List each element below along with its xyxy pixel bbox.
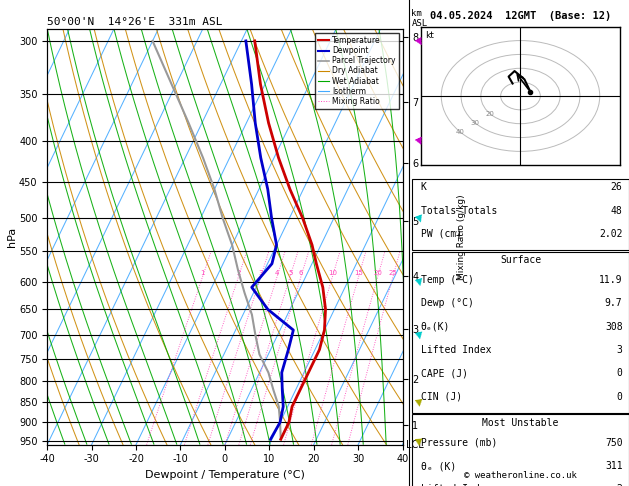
Text: 2.02: 2.02 xyxy=(599,229,623,239)
Text: ▶: ▶ xyxy=(413,213,425,224)
Text: θₑ (K): θₑ (K) xyxy=(421,461,456,471)
Bar xyxy=(412,415,629,486)
Text: Lifted Index: Lifted Index xyxy=(421,485,491,486)
Text: 0: 0 xyxy=(616,368,623,378)
Text: 26: 26 xyxy=(611,182,623,192)
X-axis label: Dewpoint / Temperature (°C): Dewpoint / Temperature (°C) xyxy=(145,470,305,480)
Text: 6: 6 xyxy=(299,270,303,276)
Text: K: K xyxy=(421,182,426,192)
Text: PW (cm): PW (cm) xyxy=(421,229,462,239)
Text: 3: 3 xyxy=(259,270,264,276)
Text: 2: 2 xyxy=(616,485,623,486)
Text: ▶: ▶ xyxy=(413,398,424,407)
Text: © weatheronline.co.uk: © weatheronline.co.uk xyxy=(464,471,577,480)
Text: 0: 0 xyxy=(616,392,623,401)
Text: ▶: ▶ xyxy=(413,277,425,286)
Text: CAPE (J): CAPE (J) xyxy=(421,368,468,378)
Text: 311: 311 xyxy=(605,461,623,471)
Text: 48: 48 xyxy=(611,206,623,216)
Text: θₑ(K): θₑ(K) xyxy=(421,322,450,331)
Text: Lifted Index: Lifted Index xyxy=(421,345,491,355)
Text: ▶: ▶ xyxy=(413,135,425,146)
Text: LCL: LCL xyxy=(406,440,424,450)
Text: 9.7: 9.7 xyxy=(605,298,623,308)
Text: km
ASL: km ASL xyxy=(411,9,428,28)
Text: Dewp (°C): Dewp (°C) xyxy=(421,298,474,308)
Text: Totals Totals: Totals Totals xyxy=(421,206,497,216)
Text: ▶: ▶ xyxy=(413,35,426,47)
Text: 20: 20 xyxy=(374,270,382,276)
Text: 30: 30 xyxy=(470,120,479,126)
Text: Pressure (mb): Pressure (mb) xyxy=(421,438,497,448)
Text: 750: 750 xyxy=(605,438,623,448)
Text: CIN (J): CIN (J) xyxy=(421,392,462,401)
Y-axis label: hPa: hPa xyxy=(8,227,18,247)
Text: 1: 1 xyxy=(201,270,205,276)
Text: kt: kt xyxy=(425,31,434,40)
Text: 5: 5 xyxy=(288,270,292,276)
Text: Most Unstable: Most Unstable xyxy=(482,418,559,428)
Y-axis label: Mixing Ratio (g/kg): Mixing Ratio (g/kg) xyxy=(457,194,467,280)
Text: 308: 308 xyxy=(605,322,623,331)
Text: 20: 20 xyxy=(486,111,494,117)
Text: 40: 40 xyxy=(455,129,464,135)
Text: 25: 25 xyxy=(389,270,398,276)
Bar xyxy=(412,252,629,413)
Text: 4: 4 xyxy=(275,270,279,276)
Text: 11.9: 11.9 xyxy=(599,275,623,285)
Bar xyxy=(412,179,629,250)
Text: 3: 3 xyxy=(616,345,623,355)
Text: 50°00'N  14°26'E  331m ASL: 50°00'N 14°26'E 331m ASL xyxy=(47,17,223,27)
Text: 2: 2 xyxy=(237,270,241,276)
Text: 15: 15 xyxy=(355,270,364,276)
Text: Temp (°C): Temp (°C) xyxy=(421,275,474,285)
Text: ▶: ▶ xyxy=(413,437,424,445)
Legend: Temperature, Dewpoint, Parcel Trajectory, Dry Adiabat, Wet Adiabat, Isotherm, Mi: Temperature, Dewpoint, Parcel Trajectory… xyxy=(314,33,399,109)
Text: Surface: Surface xyxy=(500,255,541,265)
Text: ▶: ▶ xyxy=(413,330,425,340)
Text: 04.05.2024  12GMT  (Base: 12): 04.05.2024 12GMT (Base: 12) xyxy=(430,11,611,21)
Text: 10: 10 xyxy=(328,270,337,276)
